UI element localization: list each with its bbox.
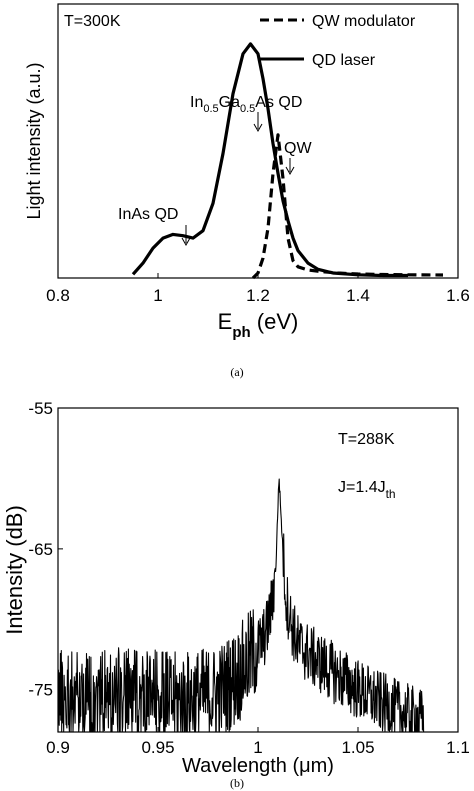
temperature-label-a: T=300K <box>64 13 121 30</box>
panel-label-b: (b) <box>230 776 244 790</box>
temperature-label-b: T=288K <box>338 431 395 448</box>
panel-b: 0.9 0.95 1 1.05 1.1 -55 -65 -75 T=288K J=1.4Jt… <box>2 399 470 790</box>
y-tick-label-b: -65 <box>28 540 53 559</box>
x-axis-label-b: Wavelength (μm) <box>182 755 334 777</box>
x-tick-label-a: 1.2 <box>246 286 270 305</box>
arrowhead-qw <box>285 166 295 176</box>
x-tick-label-b: 0.9 <box>46 738 70 757</box>
x-tick-label-b: 1.05 <box>341 738 374 757</box>
x-tick-label-a: 1.6 <box>446 286 470 305</box>
x-tick-label-b: 1 <box>253 738 262 757</box>
x-axis-label-a: Eph (eV) <box>218 309 299 341</box>
x-tick-label-b: 1.1 <box>446 738 470 757</box>
current-label-b: J=1.4Jth <box>338 479 396 501</box>
panel-label-a: (a) <box>230 365 243 379</box>
arrowhead-ingaas-qd <box>253 123 263 133</box>
plot-frame-a <box>57 3 459 279</box>
y-tick-label-b: -75 <box>28 681 53 700</box>
panel-a: 0.8 1 1.2 1.4 1.6 T=300K QW modulator QD las… <box>24 3 470 379</box>
x-tick-label-a: 1.4 <box>346 286 370 305</box>
y-axis-label-b: Intensity (dB) <box>2 505 27 635</box>
x-ticks-b: 0.9 0.95 1 1.05 1.1 <box>46 727 470 757</box>
x-tick-label-b: 0.95 <box>141 738 174 757</box>
series-b <box>57 478 425 733</box>
y-tick-label-b: -55 <box>28 399 53 418</box>
annotation-inas-qd: InAs QD <box>118 206 178 223</box>
x-ticks-a: 0.8 1 1.2 1.4 1.6 <box>46 273 470 305</box>
series-line-qd-laser <box>131 42 408 278</box>
x-tick-label-a: 0.8 <box>46 286 70 305</box>
legend-label-qw-modulator: QW modulator <box>312 13 416 30</box>
annotation-ingaas-qd: In0.5Ga0.5As QD <box>190 94 302 115</box>
series-line-qw-modulator <box>251 133 444 280</box>
series-line-spectrum <box>57 478 425 733</box>
legend-label-qd-laser: QD laser <box>312 52 376 69</box>
x-tick-label-a: 1 <box>153 286 162 305</box>
series-a <box>131 42 444 280</box>
arrowhead-inas-qd <box>181 237 191 247</box>
y-axis-label-a: Light intensity (a.u.) <box>24 62 44 219</box>
annotation-qw: QW <box>284 140 312 157</box>
